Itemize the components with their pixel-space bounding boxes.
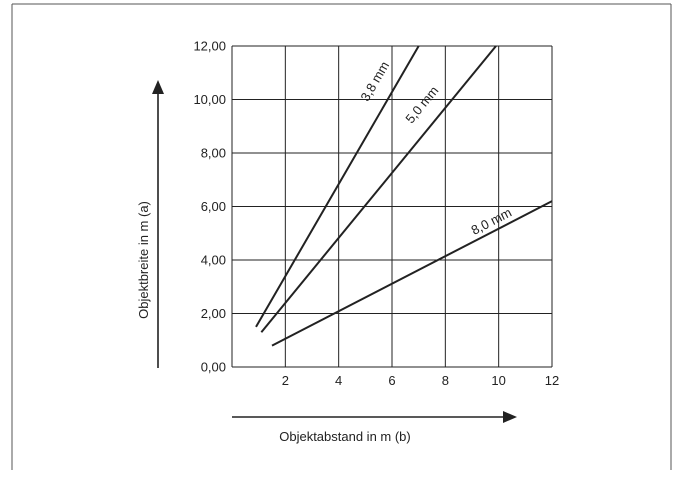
x-tick-label: 12 [545, 373, 559, 388]
y-tick-label: 2,00 [201, 306, 226, 321]
x-tick-label: 4 [335, 373, 342, 388]
y-tick-label: 10,00 [193, 92, 226, 107]
series-line [271, 200, 553, 347]
y-tick-label: 0,00 [201, 360, 226, 375]
y-tick-label: 6,00 [201, 199, 226, 214]
series-line [255, 45, 420, 328]
x-tick-label: 10 [491, 373, 505, 388]
x-tick-label: 8 [442, 373, 449, 388]
x-axis-arrow [232, 411, 517, 423]
y-axis-arrow [152, 80, 164, 368]
x-axis-label: Objektabstand in m (b) [279, 429, 411, 444]
y-axis-label: Objektbreite in m (a) [136, 201, 151, 319]
y-tick-label: 8,00 [201, 146, 226, 161]
y-tick-label: 4,00 [201, 253, 226, 268]
x-tick-label: 2 [282, 373, 289, 388]
plot-area: 0,00 2,00 4,00 6,00 8,00 10,00 12,00 2 4 6 8 10 12 3,… [193, 39, 559, 389]
series-label: 3,8 mm [357, 59, 392, 104]
series-line [260, 45, 497, 333]
y-tick-label: 12,00 [193, 39, 226, 54]
x-tick-label: 6 [388, 373, 395, 388]
